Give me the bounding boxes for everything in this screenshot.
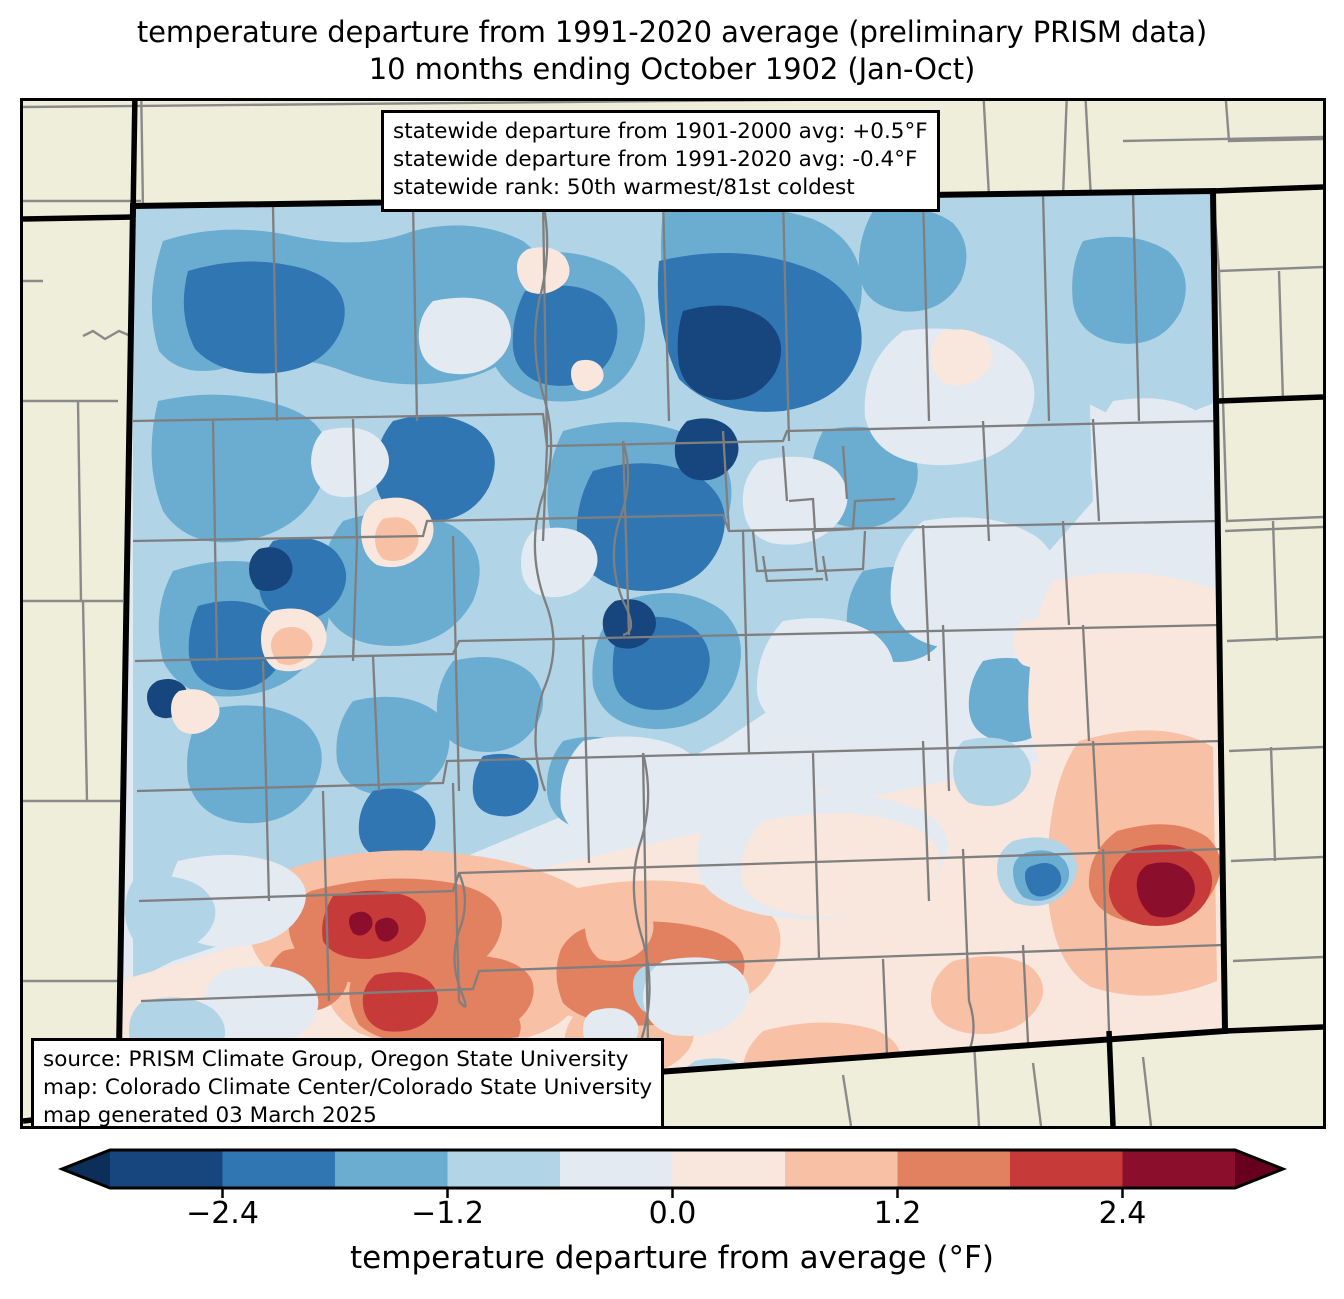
colorbar-tick-label-1: −1.2: [411, 1196, 484, 1231]
statistics-box: statewide departure from 1901-2000 avg: …: [381, 110, 940, 212]
temperature-field: [118, 191, 1225, 1111]
colorbar: [0, 1142, 1344, 1202]
source-line: source: PRISM Climate Group, Oregon Stat…: [43, 1047, 629, 1072]
title-line-2: 10 months ending October 1902 (Jan-Oct): [368, 51, 976, 86]
colorbar-ticks: [221, 1188, 1124, 1198]
colorbar-band-2: [335, 1150, 449, 1188]
colorbar-band-8: [1010, 1150, 1124, 1188]
stat-departure-1901-2000: statewide departure from 1901-2000 avg: …: [393, 119, 928, 144]
title-line-1: temperature departure from 1991-2020 ave…: [136, 15, 1208, 49]
colorbar-band-4: [560, 1150, 674, 1188]
colorbar-extend-max: [1235, 1150, 1283, 1188]
colorbar-band-6: [785, 1150, 899, 1188]
colorbar-svg: [57, 1148, 1288, 1198]
stat-departure-1991-2020: statewide departure from 1991-2020 avg: …: [393, 146, 918, 172]
stat-statewide-rank: statewide rank: 50th warmest/81st coldes…: [393, 174, 855, 200]
colorbar-tick-label-0: −2.4: [186, 1196, 259, 1231]
map-credit-line: map: Colorado Climate Center/Colorado St…: [43, 1074, 653, 1100]
map-generated-line: map generated 03 March 2025: [43, 1102, 377, 1128]
colorbar-band-0: [110, 1150, 224, 1188]
map-svg: [23, 101, 1323, 1126]
colorbar-tick-label-3: 1.2: [873, 1196, 922, 1231]
colorbar-outline: [57, 1148, 1288, 1190]
colorbar-tick-label-4: 2.4: [1098, 1196, 1147, 1231]
colorbar-bands: [62, 1150, 1283, 1188]
colorbar-band-7: [897, 1150, 1011, 1188]
colorbar-band-3: [447, 1150, 561, 1188]
colorbar-band-1: [222, 1150, 336, 1188]
colorbar-band-9: [1122, 1150, 1236, 1188]
colorbar-axis-label: temperature departure from average (°F): [350, 1240, 994, 1276]
source-box: source: PRISM Climate Group, Oregon Stat…: [31, 1038, 665, 1128]
colorbar-tick-labels: −2.4 −1.2 0.0 1.2 2.4: [0, 1196, 1344, 1236]
map-canvas: [23, 101, 1323, 1126]
figure-title: temperature departure from 1991-2020 ave…: [0, 14, 1344, 87]
map-panel: statewide departure from 1901-2000 avg: …: [20, 98, 1326, 1129]
colorado-county-borders: [132, 192, 1224, 1102]
colorbar-tick-label-2: 0.0: [648, 1196, 697, 1231]
colorbar-extend-min: [62, 1150, 110, 1188]
colorbar-band-5: [672, 1150, 786, 1188]
